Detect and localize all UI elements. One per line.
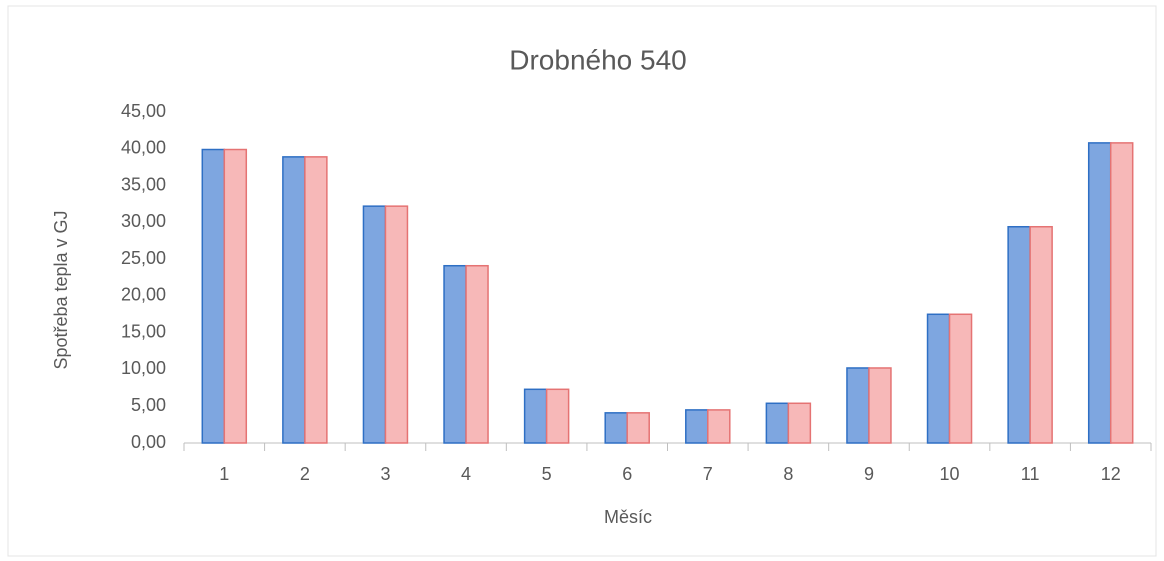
bar [523,388,548,444]
x-tick-label: 2 [300,464,310,484]
bar [443,264,467,444]
y-tick-label: 30,00 [121,211,166,231]
bar [948,313,973,444]
y-tick-label: 5,00 [131,395,166,415]
chart-title: Drobného 540 [509,44,686,75]
bar [223,148,248,444]
bar [282,156,306,444]
x-tick-label: 8 [783,464,793,484]
bar [1007,225,1031,444]
bar [1109,142,1134,444]
bar [1087,142,1112,444]
x-axis-title: Měsíc [604,507,652,527]
x-tick-label: 1 [219,464,229,484]
bar [765,402,790,444]
y-tick-label: 35,00 [121,174,166,194]
bar [626,412,650,444]
bar [384,205,409,444]
y-axis-title: Spotřeba tepla v GJ [51,210,71,369]
bar [465,264,489,444]
x-tick-label: 5 [542,464,552,484]
y-tick-label: 45,00 [121,101,166,121]
x-tick-label: 10 [940,464,960,484]
bar [604,412,628,444]
bar [362,205,387,444]
bar [1029,225,1053,444]
bar [304,156,328,444]
x-tick-label: 12 [1101,464,1121,484]
x-tick-label: 7 [703,464,713,484]
y-tick-label: 10,00 [121,358,166,378]
y-tick-label: 0,00 [131,432,166,452]
y-tick-label: 25,00 [121,248,166,268]
bar [545,388,570,444]
y-tick-label: 15,00 [121,321,166,341]
x-tick-label: 9 [864,464,874,484]
bar [685,409,709,444]
bar [787,402,812,444]
chart-border [7,5,1157,557]
x-tick-label: 3 [380,464,390,484]
x-tick-label: 4 [461,464,471,484]
y-tick-label: 40,00 [121,138,166,158]
x-tick-label: 11 [1021,464,1040,484]
bar [926,313,951,444]
bar [201,148,226,444]
bar [707,409,731,444]
bar [846,367,870,444]
y-tick-label: 20,00 [121,285,166,305]
x-tick-label: 6 [622,464,632,484]
bar [868,367,892,444]
